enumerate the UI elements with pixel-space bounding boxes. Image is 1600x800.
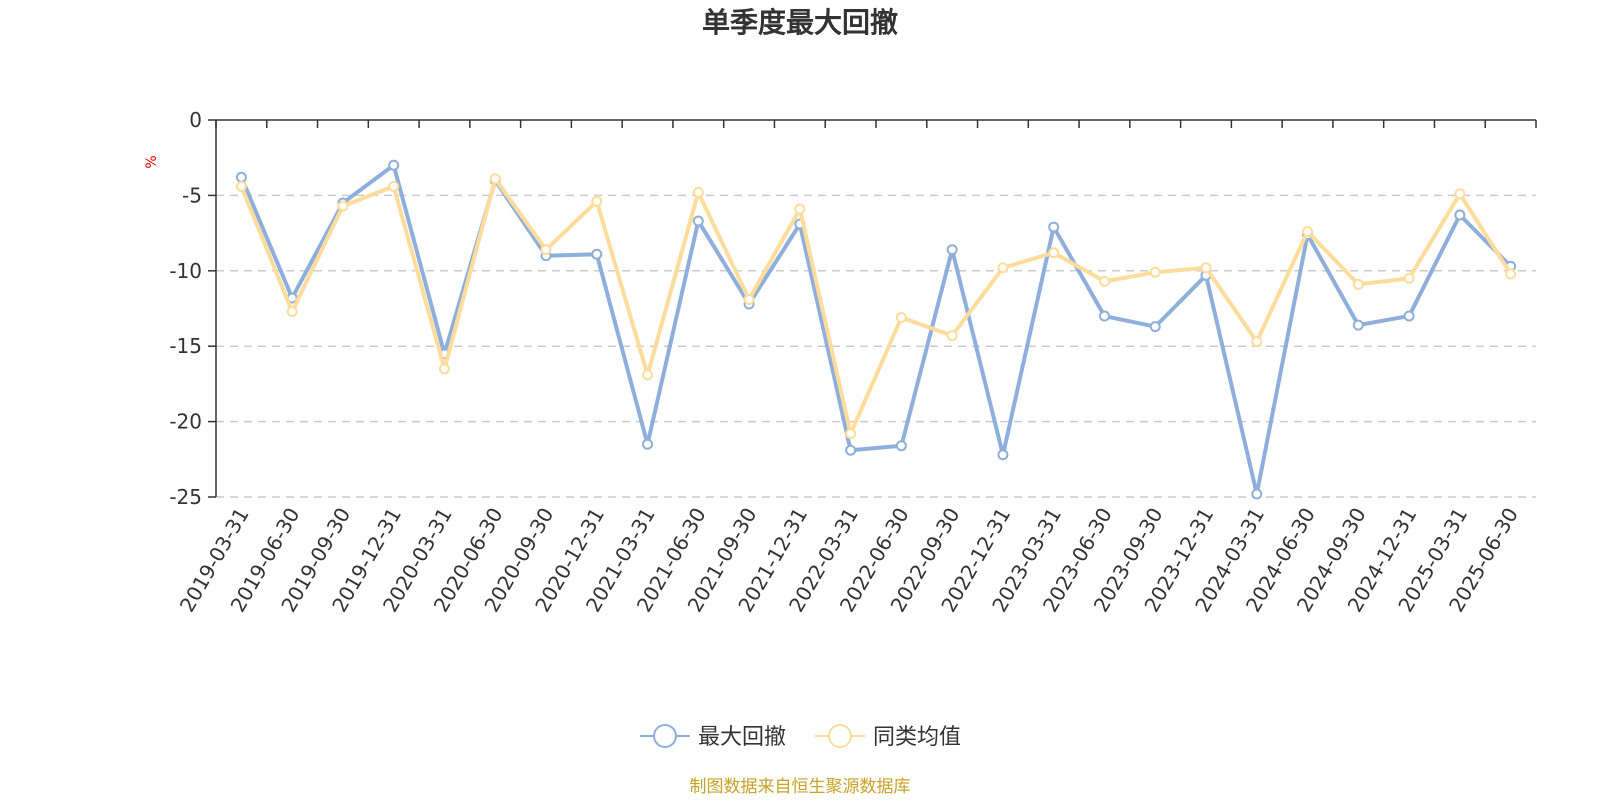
data-point[interactable] (1403, 310, 1415, 322)
data-point[interactable] (1454, 188, 1466, 200)
series-line (239, 176, 1513, 436)
data-point[interactable] (1098, 275, 1110, 287)
chart-title: 单季度最大回撤 (702, 6, 898, 39)
y-tick-label: -25 (169, 485, 202, 509)
data-point[interactable] (997, 262, 1009, 274)
data-point[interactable] (1352, 319, 1364, 331)
data-point[interactable] (743, 293, 755, 305)
data-point[interactable] (845, 444, 857, 456)
data-point[interactable] (692, 215, 704, 227)
data-point[interactable] (388, 180, 400, 192)
data-point[interactable] (591, 248, 603, 260)
y-axis-label: % (144, 155, 160, 168)
data-point[interactable] (286, 306, 298, 318)
data-point[interactable] (438, 363, 450, 375)
axes (208, 119, 1537, 498)
legend-item-1[interactable]: 最大回撤 (640, 724, 786, 750)
y-tick-label: -15 (169, 334, 202, 358)
data-point[interactable] (1454, 209, 1466, 221)
series-1 (235, 159, 1517, 500)
data-point[interactable] (489, 173, 501, 185)
legend-marker-icon (653, 724, 677, 748)
series-2 (235, 173, 1517, 440)
data-point[interactable] (337, 200, 349, 212)
data-point[interactable] (997, 449, 1009, 461)
y-tick-label: -5 (182, 183, 202, 207)
data-point[interactable] (1098, 310, 1110, 322)
series-layer (235, 159, 1517, 500)
data-point[interactable] (642, 369, 654, 381)
data-point[interactable] (946, 330, 958, 342)
legend-marker-icon (828, 724, 852, 748)
y-tick-label: 0 (189, 108, 202, 132)
data-point[interactable] (1048, 221, 1060, 233)
legend-label: 同类均值 (873, 725, 961, 750)
data-point[interactable] (540, 244, 552, 256)
data-point[interactable] (1352, 278, 1364, 290)
data-point[interactable] (895, 312, 907, 324)
data-point[interactable] (794, 203, 806, 215)
data-point[interactable] (1505, 268, 1517, 280)
data-point[interactable] (946, 244, 958, 256)
data-point[interactable] (642, 438, 654, 450)
data-point[interactable] (235, 171, 247, 183)
y-tick-label: -20 (169, 410, 202, 434)
data-point[interactable] (235, 180, 247, 192)
data-point[interactable] (1200, 262, 1212, 274)
data-point[interactable] (1251, 336, 1263, 348)
data-point[interactable] (1302, 226, 1314, 238)
grid-lines (216, 194, 1536, 498)
data-point[interactable] (895, 440, 907, 452)
source-note: 制图数据来自恒生聚源数据库 (690, 777, 911, 797)
data-point[interactable] (1251, 488, 1263, 500)
data-point[interactable] (388, 159, 400, 171)
data-point[interactable] (692, 186, 704, 198)
legend-item-2[interactable]: 同类均值 (815, 724, 961, 750)
series-line (239, 163, 1513, 496)
y-tick-label: -10 (169, 259, 202, 283)
legend-label: 最大回撤 (698, 725, 786, 750)
data-point[interactable] (1048, 247, 1060, 259)
data-point[interactable] (1149, 321, 1161, 333)
tick-labels: 0-5-10-15-20-252019-03-312019-06-302019-… (169, 108, 1523, 616)
data-point[interactable] (591, 195, 603, 207)
data-point[interactable] (1403, 272, 1415, 284)
data-point[interactable] (1149, 266, 1161, 278)
data-point[interactable] (845, 428, 857, 440)
legend: 最大回撤 同类均值 (640, 724, 961, 750)
